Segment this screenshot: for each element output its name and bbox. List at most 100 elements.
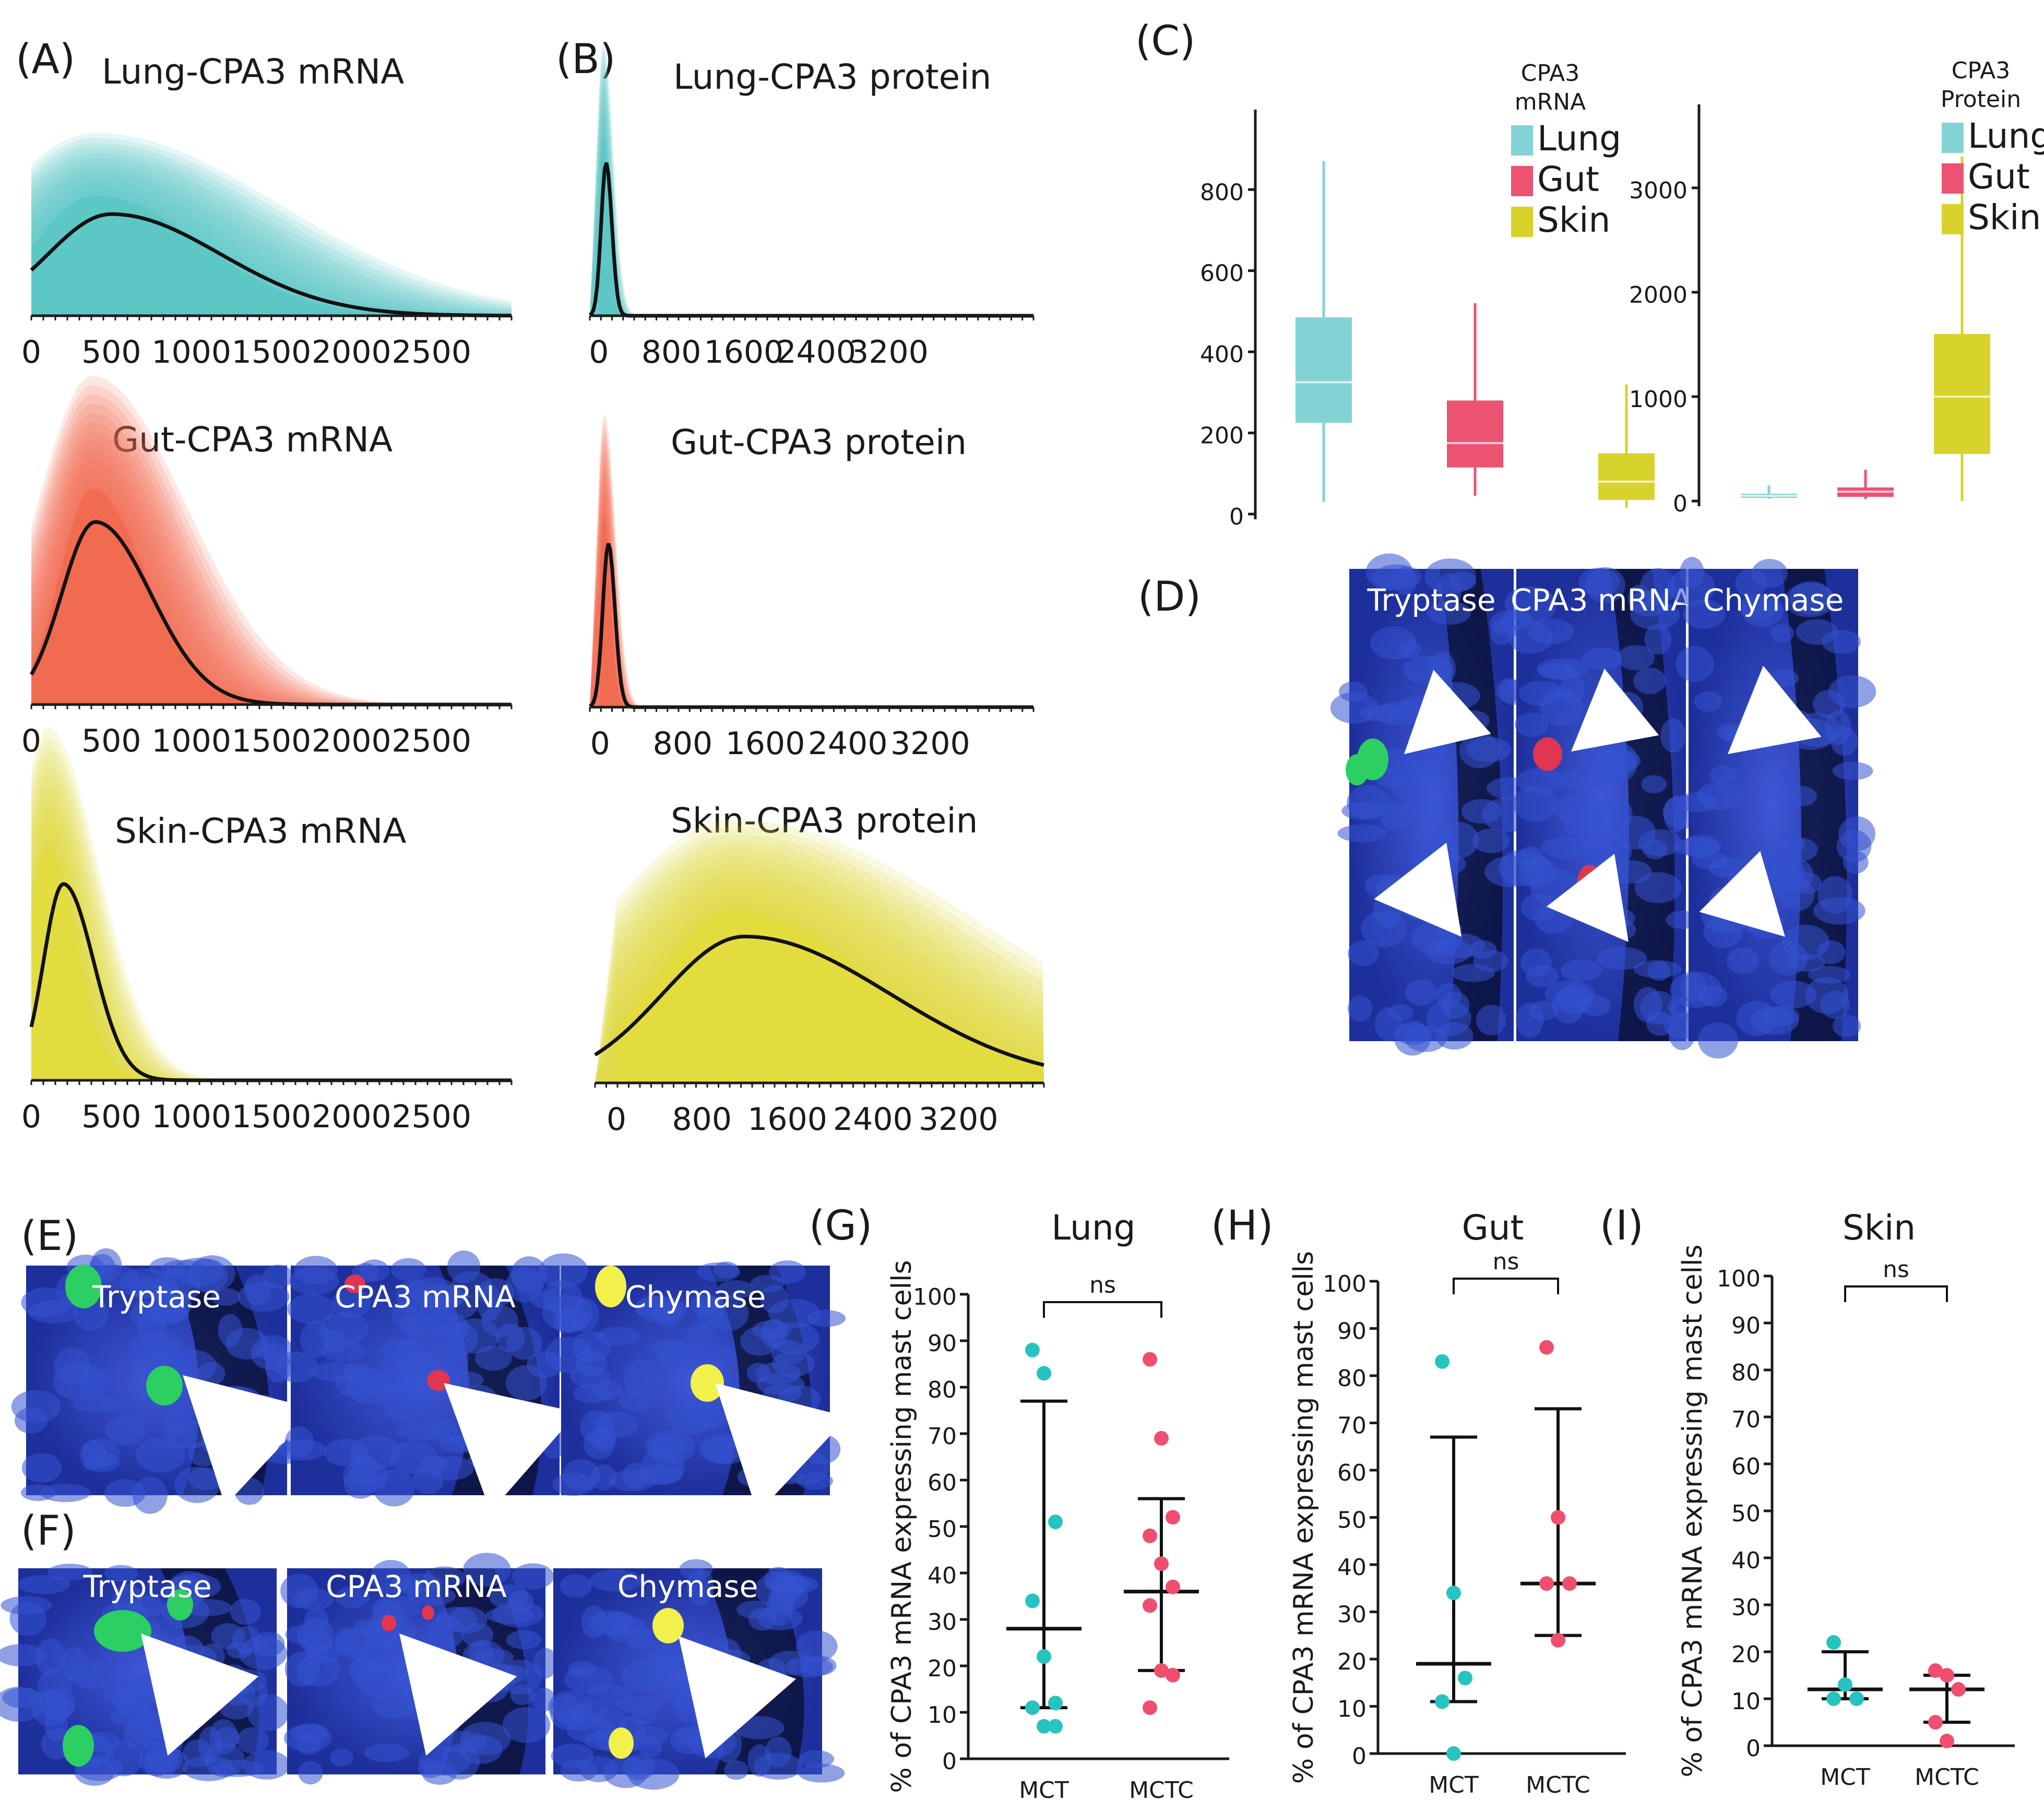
nucleus (287, 1294, 336, 1325)
micrograph-label: CPA3 mRNA (1511, 582, 1692, 618)
density-fan-layer (590, 495, 1033, 707)
data-point (1025, 1700, 1040, 1715)
stained-cell (167, 1589, 193, 1620)
nucleus (396, 1362, 439, 1400)
x-tick-label: 1500 (232, 1099, 312, 1135)
nucleus (1558, 769, 1610, 788)
dotplot-lung: Lung % of CPA3 mRNA expressing mast cells… (886, 1208, 1229, 1800)
nucleus (1398, 640, 1422, 659)
nucleus (1825, 710, 1851, 745)
y-tick-label: 70 (1731, 1406, 1761, 1433)
nucleus (230, 1599, 262, 1625)
nucleus (1630, 600, 1680, 630)
nucleus (1513, 785, 1558, 822)
legend-label: Skin (1537, 200, 1610, 240)
nucleus (218, 1314, 243, 1347)
nucleus (795, 1630, 838, 1662)
nucleus (590, 1569, 642, 1592)
data-point (1048, 1719, 1063, 1734)
nucleus (372, 1378, 397, 1398)
x-tick-label: 2500 (391, 334, 471, 371)
nucleus (681, 1399, 720, 1422)
y-tick-label: 3000 (1629, 177, 1688, 204)
data-point (1037, 1719, 1051, 1734)
nucleus (545, 1336, 593, 1373)
pointer-arrow (1699, 851, 1785, 937)
micrograph-e-2: CPA3 mRNA (275, 1250, 583, 1512)
x-category-label: MCT (1820, 1764, 1870, 1791)
micrograph-label: CPA3 mRNA (326, 1569, 507, 1604)
data-point (1025, 1593, 1040, 1608)
nucleus (11, 1390, 61, 1423)
density-skin-protein: Skin-CPA3 protein 0 800 1600 2400 3200 (594, 801, 1045, 1138)
y-tick-label: 80 (1731, 1360, 1761, 1386)
x-tick-label: 2400 (776, 334, 856, 371)
nucleus (291, 1723, 329, 1743)
data-point (1826, 1635, 1841, 1650)
nucleus (799, 1750, 835, 1768)
x-tick-label: 1600 (747, 1101, 827, 1138)
nucleus (372, 1690, 418, 1719)
nucleus (1360, 705, 1404, 722)
nucleus (1641, 775, 1667, 794)
nucleus (1441, 991, 1470, 1019)
nucleus (324, 1438, 368, 1467)
nucleus (149, 1289, 192, 1320)
y-tick-label: 70 (1337, 1413, 1366, 1439)
y-tick-label: 400 (1200, 341, 1244, 368)
y-axis-label: % of CPA3 mRNA expressing mast cells (1677, 1244, 1708, 1777)
nucleus (1675, 646, 1714, 682)
micrograph-label: Tryptase (92, 1279, 221, 1315)
nucleus (1640, 568, 1677, 605)
nucleus (1673, 838, 1722, 856)
nucleus (1633, 667, 1667, 694)
micrograph-d-1: Tryptase (1330, 553, 1537, 1056)
nucleus (1528, 1000, 1559, 1021)
density-area (31, 195, 512, 316)
density-lung-mrna: Lung-CPA3 mRNA 0 500 1000 1500 2000 2500 (21, 52, 513, 371)
pointer-arrow (1404, 670, 1491, 754)
nucleus (1805, 977, 1849, 1014)
x-tick-label: 2000 (312, 334, 391, 371)
stained-cell (609, 1727, 634, 1759)
nucleus (569, 1366, 611, 1388)
box-lung (1296, 317, 1352, 423)
nucleus (1338, 681, 1368, 702)
nucleus (747, 1744, 772, 1777)
nucleus (1633, 960, 1682, 979)
nucleus (755, 1362, 801, 1385)
nucleus (335, 1587, 370, 1608)
nucleus (1833, 1015, 1861, 1038)
nucleus (1694, 691, 1722, 712)
stained-cell (652, 1608, 684, 1643)
data-point (1025, 1342, 1040, 1357)
nucleus (80, 1365, 108, 1401)
nucleus (760, 1319, 788, 1349)
x-tick-label: 0 (590, 725, 610, 762)
nucleus (463, 1553, 511, 1587)
nucleus (1582, 835, 1632, 869)
nucleus (364, 1744, 410, 1762)
density-title: Gut-CPA3 protein (671, 422, 967, 462)
x-tick-label: 800 (653, 725, 713, 762)
stained-cell (427, 1370, 450, 1391)
nucleus (1578, 567, 1620, 596)
nucleus (104, 1565, 138, 1582)
pointer-arrow (679, 1636, 797, 1759)
stained-cell (422, 1605, 434, 1620)
nucleus (1, 1596, 52, 1615)
nucleus (21, 1287, 72, 1318)
nucleus (573, 1384, 612, 1403)
micrograph-f-1: Tryptase (0, 1564, 291, 1786)
significance-label: ns (1883, 1256, 1909, 1283)
density-area (599, 135, 1033, 316)
nucleus (423, 1566, 466, 1590)
density-gut-protein: Gut-CPA3 protein 0 800 1600 2400 3200 (588, 413, 1035, 762)
pointer-arrow (399, 1634, 517, 1756)
legend-swatch (1511, 166, 1533, 196)
significance-bracket (1844, 1285, 1948, 1302)
nucleus (460, 1722, 511, 1756)
nucleus (247, 1694, 289, 1731)
x-tick-label: 1000 (151, 1099, 231, 1135)
